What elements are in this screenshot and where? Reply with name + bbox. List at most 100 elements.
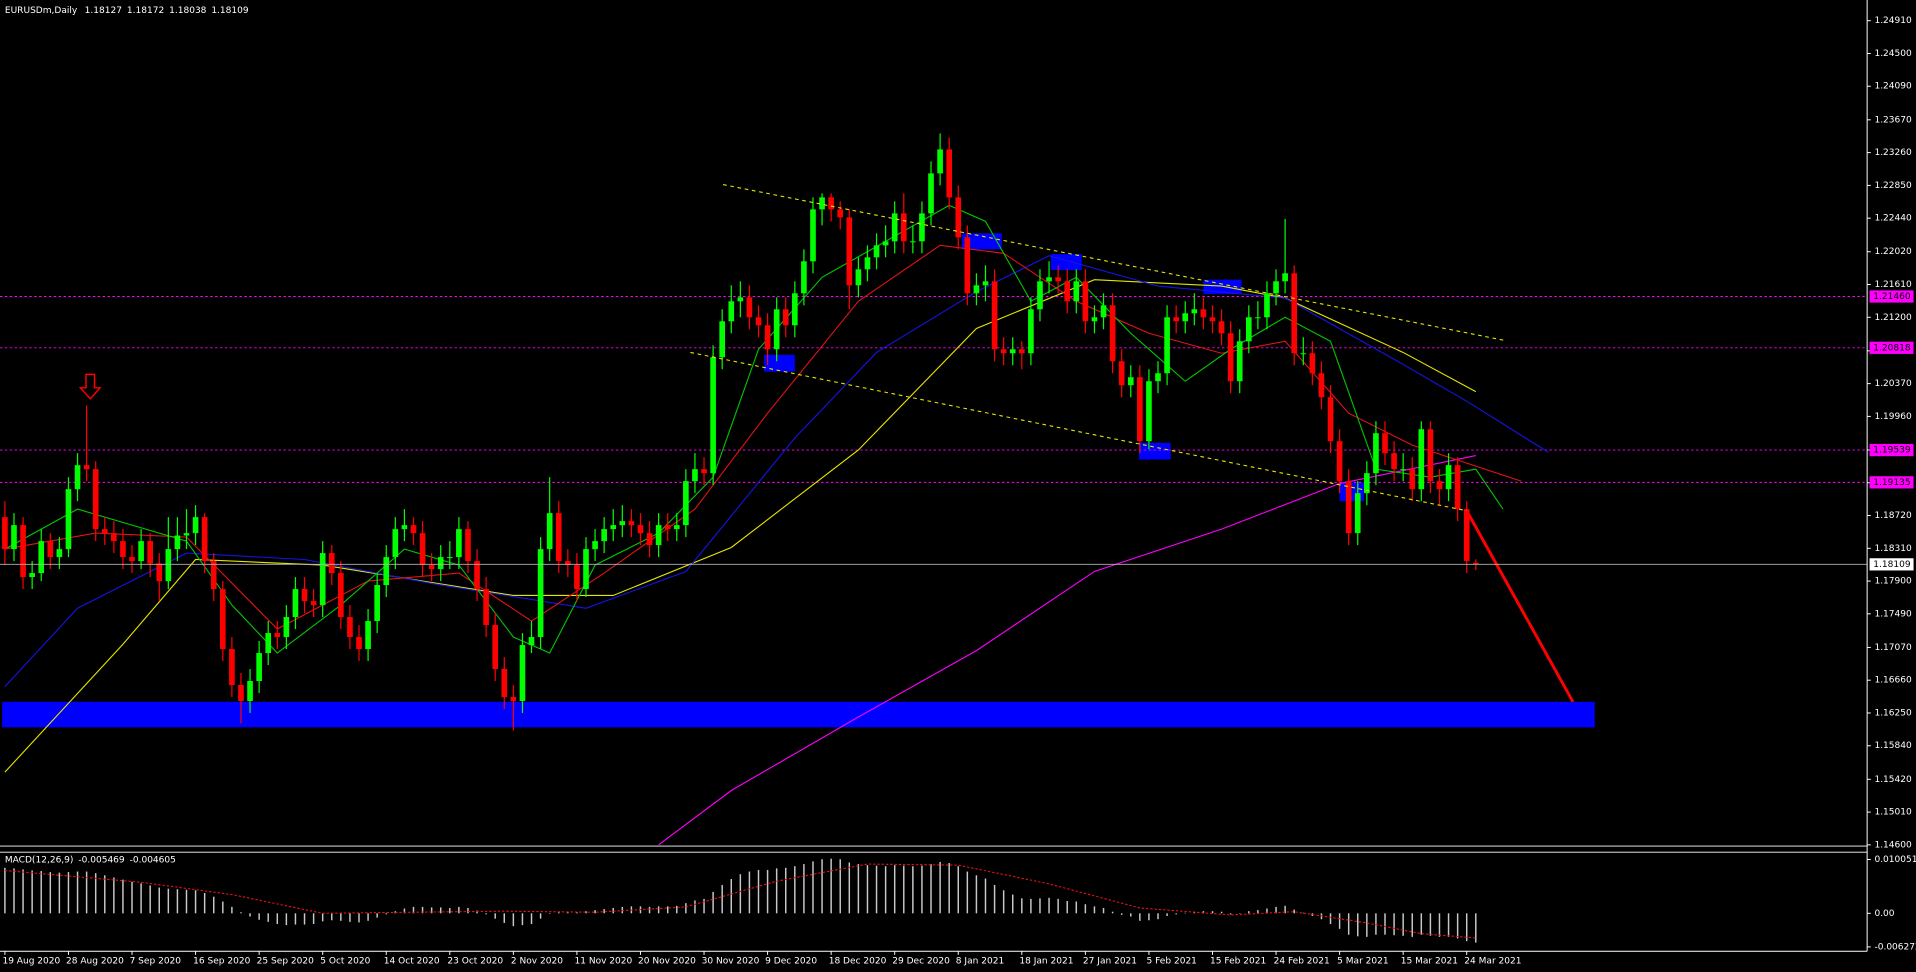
macd-bar: [694, 900, 696, 914]
macd-value: -0.005469: [78, 855, 125, 865]
candle-body: [1373, 433, 1379, 474]
macd-bar: [567, 911, 569, 914]
macd-bar: [1084, 904, 1087, 914]
macd-bar: [721, 884, 723, 914]
candle-body: [637, 525, 644, 534]
macd-bar: [648, 906, 651, 914]
x-tick-label: 7 Sep 2020: [130, 956, 182, 966]
x-tick-label: 20 Nov 2020: [638, 956, 696, 966]
y-tick-label: 1.21610: [1874, 280, 1912, 290]
signal-value: -0.004605: [130, 855, 176, 865]
macd-bar: [893, 865, 896, 914]
macd-bar: [467, 907, 469, 914]
macd-bar: [912, 866, 914, 914]
macd-bar: [430, 907, 433, 914]
macd-bar: [558, 912, 560, 914]
macd-bar: [1120, 913, 1123, 915]
macd-bar: [1402, 913, 1404, 936]
macd-bar: [421, 906, 424, 914]
candle-body: [156, 563, 163, 582]
macd-bar: [984, 878, 987, 914]
candle-body: [1009, 349, 1016, 354]
x-tick-label: 27 Jan 2021: [1083, 956, 1137, 966]
y-tick-label: 1.15010: [1874, 808, 1912, 818]
candle-body: [192, 517, 199, 534]
candle-body: [828, 197, 834, 210]
candle-body: [1146, 381, 1152, 442]
candle-body: [1209, 317, 1216, 322]
macd-bar: [321, 913, 324, 922]
macd-bar: [1347, 913, 1350, 935]
candle-body: [683, 481, 689, 526]
macd-bar: [1411, 913, 1413, 937]
candle-body: [928, 173, 934, 214]
x-tick-label: 5 Oct 2020: [320, 956, 370, 966]
candle-body: [120, 541, 126, 558]
macd-bar: [349, 913, 351, 922]
macd-bar: [1266, 908, 1268, 914]
candle-body: [483, 589, 489, 626]
macd-bar: [1202, 911, 1205, 914]
candle-body: [583, 549, 589, 590]
candle-body: [229, 649, 235, 685]
candle-body: [1227, 333, 1234, 382]
macd-bar: [503, 913, 506, 923]
candle-body: [1055, 277, 1061, 282]
candle-body: [437, 557, 444, 570]
candle-body: [1037, 281, 1043, 310]
candle-body: [510, 696, 517, 701]
low-value: 1.18038: [169, 5, 207, 15]
x-tick-label: 11 Nov 2020: [574, 956, 632, 966]
zone: [2, 701, 1595, 728]
y-tick-label: 1.19960: [1874, 412, 1912, 422]
candle-body: [900, 213, 907, 242]
candle-body: [1282, 273, 1288, 282]
macd-bar: [1248, 911, 1250, 914]
candle-body: [319, 553, 326, 606]
candle-body: [673, 525, 680, 530]
macd-bar: [58, 872, 61, 914]
x-tick-label: 19 Aug 2020: [2, 956, 60, 966]
macd-bar: [757, 869, 760, 914]
candle-body: [11, 525, 17, 550]
macd-bar: [4, 867, 6, 914]
candle-body: [347, 617, 353, 638]
candle-body: [565, 561, 571, 566]
candle-body: [701, 469, 707, 474]
candle-body: [238, 684, 244, 701]
macd-bar: [548, 913, 551, 914]
macd-bar: [785, 867, 787, 914]
candle-body: [92, 469, 99, 530]
macd-bar: [766, 869, 769, 914]
macd-bar: [1175, 913, 1177, 915]
candle-body: [446, 557, 453, 559]
macd-title: MACD(12,26,9) -0.005469 -0.004605: [5, 855, 176, 865]
trend-line: [722, 184, 1505, 341]
macd-bar: [231, 906, 233, 914]
candle-body: [755, 317, 762, 326]
candle-body: [628, 521, 635, 526]
macd-bar: [939, 861, 941, 914]
candle-body: [456, 529, 462, 558]
macd-bar: [31, 870, 33, 914]
macd-pane: [4, 858, 1477, 943]
candle-body: [1382, 433, 1388, 454]
candle-body: [1218, 321, 1225, 334]
candle-body: [356, 637, 362, 650]
macd-bar: [1475, 913, 1477, 943]
y-tick-label: 1.23260: [1874, 148, 1912, 158]
candle-body: [1418, 429, 1425, 490]
y-tick-label: 1.24500: [1874, 49, 1912, 59]
candle-body: [183, 533, 190, 536]
candle-body: [973, 285, 980, 294]
current-price-label: 1.18109: [1873, 560, 1911, 570]
macd-bar: [685, 903, 687, 914]
candle-body: [47, 541, 54, 558]
macd-bar: [1284, 905, 1286, 914]
macd-bar: [194, 890, 197, 914]
macd-bar: [412, 906, 415, 914]
x-tick-label: 30 Nov 2020: [702, 956, 760, 966]
candle-body: [465, 529, 471, 562]
candle-body: [882, 241, 889, 246]
candle-body: [991, 281, 998, 350]
